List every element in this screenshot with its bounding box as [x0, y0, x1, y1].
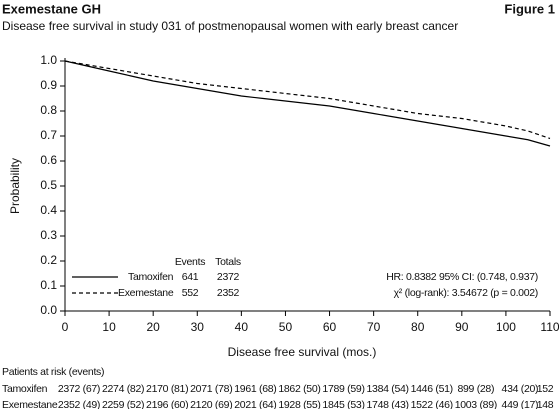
risk-cell: 2352 (49): [58, 399, 100, 409]
survival-line: [64, 60, 551, 140]
risk-cell: 2120 (69): [190, 399, 232, 409]
risk-cell: 1446 (51): [411, 383, 453, 395]
risk-cell: 2021 (64): [234, 399, 276, 409]
y-tick-label: 0.8: [40, 103, 57, 117]
x-tick-label: 20: [147, 320, 161, 334]
risk-table-title: Patients at risk (events): [2, 366, 104, 378]
x-tick-label: 0: [62, 320, 69, 334]
x-tick-label: 90: [455, 320, 469, 334]
risk-cell: 2274 (82): [102, 383, 144, 395]
y-tick-label: 0.1: [40, 278, 57, 292]
header: Exemestane GH: [2, 1, 101, 16]
annotation: HR: 0.8382 95% CI: (0.748, 0.937): [386, 271, 538, 283]
x-tick-label: 30: [191, 320, 205, 334]
risk-cell: 1748 (43): [367, 399, 409, 409]
survival-line: [64, 60, 551, 147]
risk-cell: 2372 (67): [58, 383, 100, 395]
risk-row-name: Exemestane: [2, 399, 58, 409]
y-tick-label: 1.0: [40, 53, 57, 67]
risk-cell: 1003 (89): [455, 399, 497, 409]
x-tick-label: 50: [279, 320, 293, 334]
x-tick-label: 40: [235, 320, 249, 334]
legend-events: 552: [182, 287, 199, 299]
x-tick-label: 10: [102, 320, 116, 334]
x-tick-label: 100: [496, 320, 516, 334]
risk-cell: 1384 (54): [367, 383, 409, 395]
risk-cell: 1845 (53): [322, 399, 364, 409]
legend-header: Totals: [215, 256, 241, 268]
risk-row-name: Tamoxifen: [2, 383, 48, 395]
y-tick-label: 0.2: [40, 253, 57, 267]
y-tick-label: 0.0: [40, 303, 57, 317]
y-tick-label: 0.5: [40, 178, 57, 192]
annotation: χ² (log-rank): 3.54672 (p = 0.002): [394, 287, 538, 299]
x-tick-label: 80: [411, 320, 425, 334]
risk-cell: 2071 (78): [190, 383, 232, 395]
risk-cell: 1961 (68): [234, 383, 276, 395]
legend-label: Tamoxifen: [128, 271, 174, 283]
risk-cell: 899 (28): [457, 383, 494, 395]
chart-title: Disease free survival in study 031 of po…: [2, 19, 458, 33]
risk-cell: 152: [537, 383, 554, 395]
risk-cell: 434 (20): [502, 383, 539, 395]
legend-totals: 2352: [217, 287, 240, 299]
x-tick-label: 60: [323, 320, 337, 334]
y-axis-label: Probability: [8, 158, 22, 214]
x-tick-label: 110: [540, 320, 559, 334]
figure-label: Figure 1: [504, 1, 555, 16]
y-tick-label: 0.9: [40, 78, 57, 92]
legend-events: 641: [182, 271, 199, 283]
legend-label: Exemestane: [118, 287, 174, 299]
risk-cell: 1928 (55): [278, 399, 320, 409]
legend-totals: 2372: [217, 271, 240, 283]
risk-cell: 449 (17): [502, 399, 539, 409]
risk-cell: 2196 (60): [146, 399, 188, 409]
risk-cell: 148: [537, 399, 554, 409]
legend-header: Events: [175, 256, 205, 268]
x-tick-label: 70: [367, 320, 381, 334]
risk-cell: 1522 (46): [411, 399, 453, 409]
y-tick-label: 0.7: [40, 128, 57, 142]
risk-cell: 1789 (59): [322, 383, 364, 395]
y-tick-label: 0.6: [40, 153, 57, 167]
risk-cell: 2259 (52): [102, 399, 144, 409]
x-axis-label: Disease free survival (mos.): [228, 345, 377, 359]
risk-cell: 2170 (81): [146, 383, 188, 395]
risk-cell: 1862 (50): [278, 383, 320, 395]
y-tick-label: 0.4: [40, 203, 57, 217]
y-tick-label: 0.3: [40, 228, 57, 242]
